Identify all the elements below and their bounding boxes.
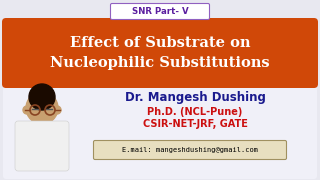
- FancyBboxPatch shape: [2, 18, 318, 88]
- FancyBboxPatch shape: [93, 141, 286, 159]
- Text: Dr. Mangesh Dushing: Dr. Mangesh Dushing: [124, 91, 265, 104]
- Text: E.mail: mangeshdushing@gmail.com: E.mail: mangeshdushing@gmail.com: [122, 147, 258, 153]
- Text: CSIR-NET-JRF, GATE: CSIR-NET-JRF, GATE: [143, 119, 247, 129]
- Text: SNR Part- V: SNR Part- V: [132, 7, 188, 16]
- Circle shape: [53, 106, 61, 114]
- FancyBboxPatch shape: [37, 116, 47, 126]
- Circle shape: [26, 92, 58, 124]
- Text: Ph.D. (NCL-Pune): Ph.D. (NCL-Pune): [147, 107, 243, 117]
- Circle shape: [23, 106, 31, 114]
- FancyBboxPatch shape: [3, 83, 317, 179]
- Text: Effect of Substrate on
Nucleophilic Substitutions: Effect of Substrate on Nucleophilic Subs…: [50, 36, 270, 70]
- FancyBboxPatch shape: [110, 3, 210, 19]
- FancyBboxPatch shape: [15, 121, 69, 171]
- Circle shape: [29, 84, 55, 110]
